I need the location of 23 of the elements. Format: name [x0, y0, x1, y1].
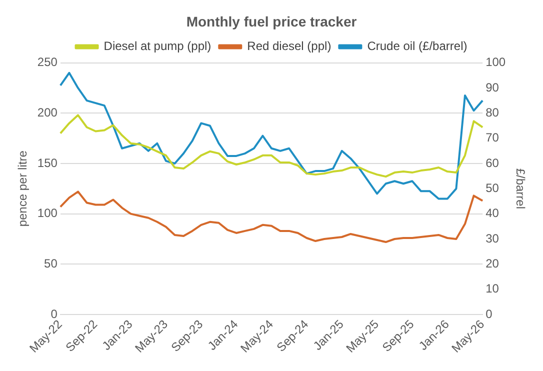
- y-tick-label: 150: [37, 156, 58, 170]
- legend-label: Crude oil (£/barrel): [367, 39, 468, 54]
- y2-tick-label: 50: [486, 180, 500, 195]
- y-tick-label: 100: [37, 206, 58, 220]
- legend-label: Red diesel (ppl): [247, 39, 332, 54]
- y2-tick-label: 40: [486, 206, 500, 220]
- y2-tick-label: 70: [486, 130, 500, 145]
- y2-tick-label: 20: [486, 256, 500, 270]
- y-tick-label: 50: [44, 256, 58, 270]
- y-tick-label: 0: [50, 306, 58, 321]
- y2-tick-label: 100: [486, 55, 506, 70]
- y2-tick-label: 10: [486, 282, 500, 296]
- y2-tick-label: 80: [486, 105, 500, 120]
- y2-axis-title: £/barrel: [513, 168, 528, 210]
- legend-label: Diesel at pump (ppl): [104, 39, 212, 54]
- y2-tick-label: 30: [486, 231, 500, 246]
- chart-title: Monthly fuel price tracker: [186, 13, 358, 30]
- y2-tick-label: 0: [486, 306, 493, 321]
- y2-tick-label: 90: [486, 80, 500, 94]
- y-axis-title: pence per litre: [16, 150, 30, 227]
- y-tick-label: 250: [37, 55, 58, 70]
- y2-tick-label: 60: [486, 156, 500, 170]
- y-tick-label: 200: [37, 105, 58, 120]
